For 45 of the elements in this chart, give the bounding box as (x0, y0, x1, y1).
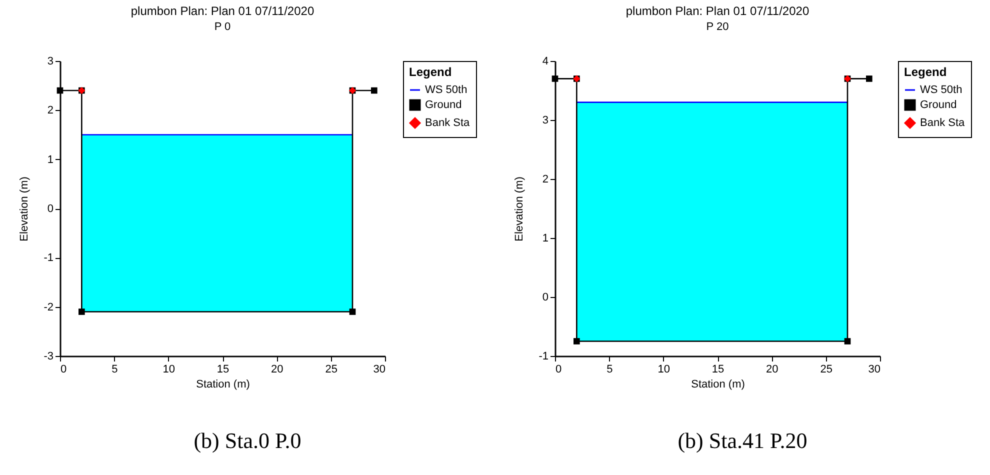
y-tick-label: 2 (542, 174, 548, 186)
x-tick-label: 5 (112, 364, 118, 376)
x-tick-label: 25 (325, 364, 338, 376)
text: (b) Sta.41 P.20 (678, 428, 808, 454)
chart-title: plumbon Plan: Plan 01 07/11/2020 (626, 4, 810, 18)
x-tick-label: 15 (216, 364, 230, 376)
y-tick-label: 4 (542, 56, 548, 68)
x-tick-label: 20 (766, 364, 778, 376)
x-tick-label: 20 (271, 364, 284, 376)
x-tick-label: 30 (868, 364, 880, 376)
x-tick-label: 15 (712, 364, 724, 376)
y-tick-label: 3 (542, 114, 548, 126)
y-tick-label: -3 (44, 350, 54, 362)
y-tick-label: 1 (47, 154, 54, 166)
y-tick-label: -1 (538, 350, 548, 362)
legend-label: WS 50th (425, 84, 468, 96)
x-tick-label: 0 (556, 364, 562, 376)
x-tick-label: 25 (820, 364, 832, 376)
y-tick-label: -1 (44, 252, 54, 264)
y-tick-label: 0 (47, 203, 54, 215)
text: (b) Sta.0 P.0 (194, 428, 302, 454)
x-tick-label: 10 (658, 364, 670, 376)
chart-subtitle: P 20 (706, 21, 729, 33)
x-tick-label: 30 (373, 364, 386, 376)
legend-label: Ground (920, 99, 957, 111)
legend-label: WS 50th (920, 84, 962, 96)
legend-title: Legend (904, 65, 947, 79)
y-tick-label: 2 (47, 104, 54, 117)
x-tick-label: 0 (60, 364, 67, 376)
legend-title: Legend (409, 65, 452, 79)
y-tick-label: 1 (542, 232, 548, 244)
chart-title: plumbon Plan: Plan 01 07/11/2020 (130, 4, 314, 18)
x-axis-title: Station (m) (196, 378, 250, 390)
x-tick-label: 10 (162, 364, 175, 376)
y-axis-title: Elevation (m) (18, 176, 31, 242)
chart-subtitle: P 0 (214, 21, 231, 33)
legend-label: Ground (425, 99, 462, 111)
legend-label: Bank Sta (920, 117, 966, 129)
x-tick-label: 5 (606, 364, 613, 376)
y-tick-label: -2 (44, 301, 54, 314)
y-tick-label: 0 (542, 292, 548, 304)
x-axis-title: Station (m) (691, 378, 745, 390)
legend-label: Bank Sta (425, 117, 471, 129)
y-axis-title: Elevation (m) (514, 176, 526, 242)
y-tick-label: 3 (47, 56, 54, 68)
